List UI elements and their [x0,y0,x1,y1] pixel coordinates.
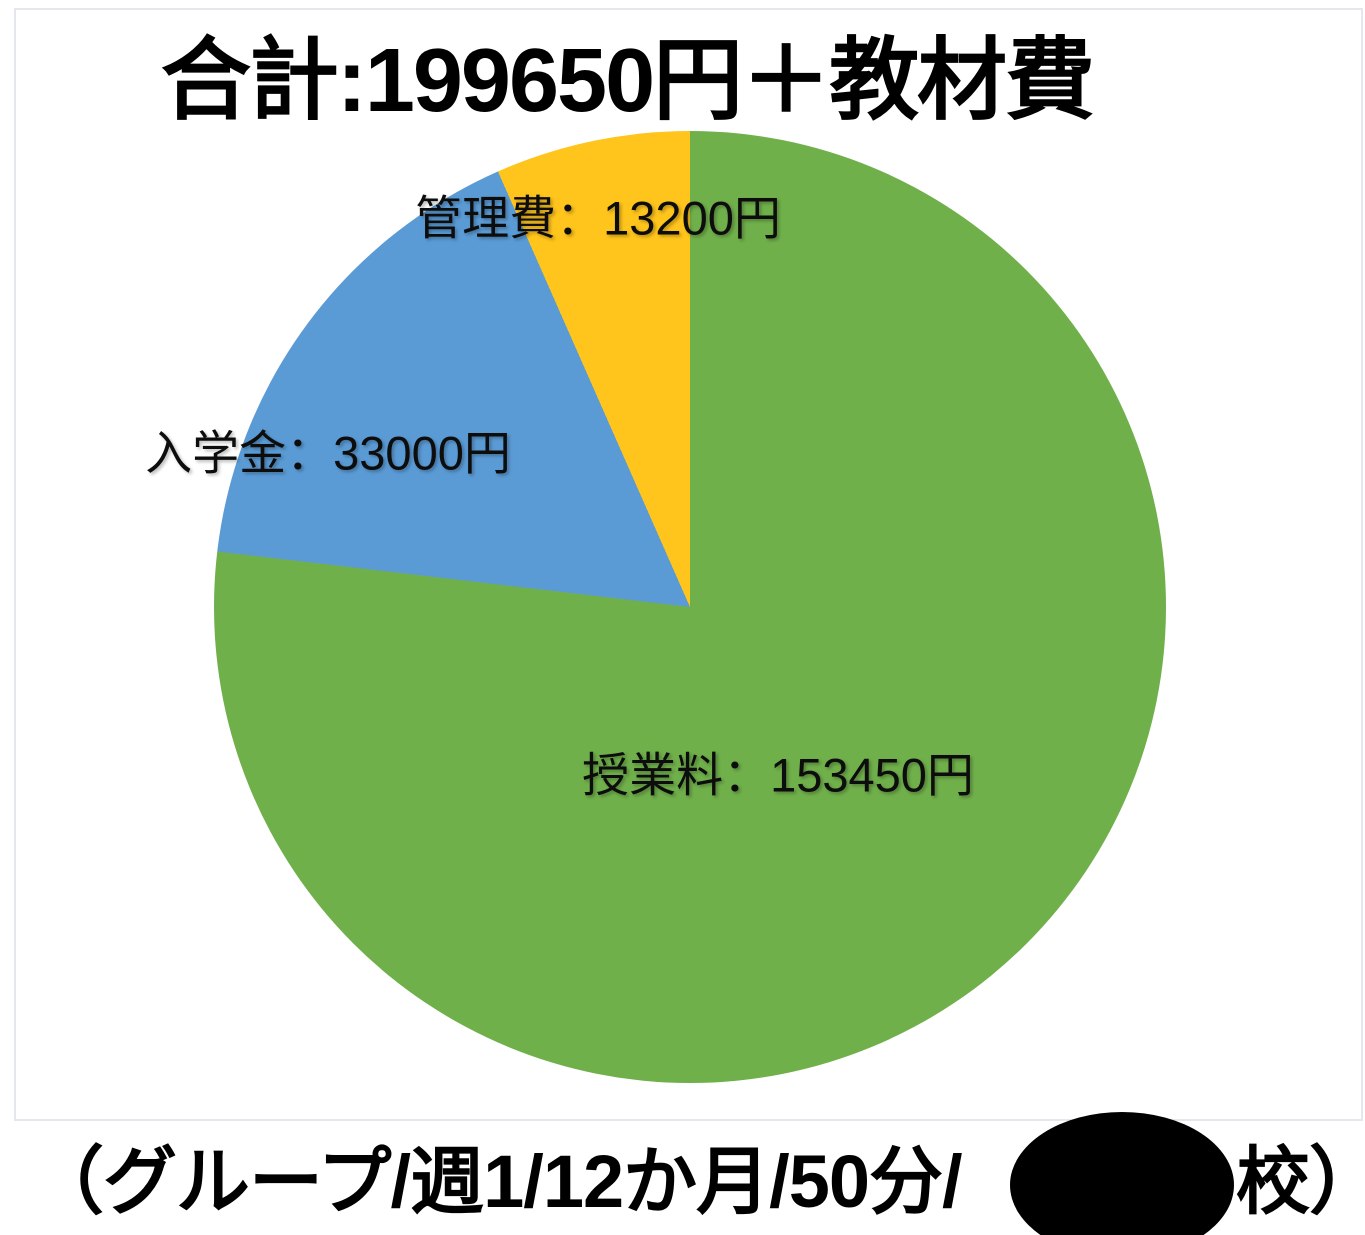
chart-title: 合計:199650円＋教材費 [160,31,1095,131]
caption-prefix: （グループ/週1/12か月/50分/ [30,1140,963,1223]
caption-suffix: 校） [1236,1140,1365,1223]
redaction-ellipse [1010,1112,1234,1235]
pie-label-tuition-fee: 授業料：153450円 [582,748,974,802]
pie-label-admission-fee: 入学金：33000円 [145,426,511,480]
pie-chart [214,131,1166,1083]
pie-label-management-fee: 管理費：13200円 [415,191,781,245]
